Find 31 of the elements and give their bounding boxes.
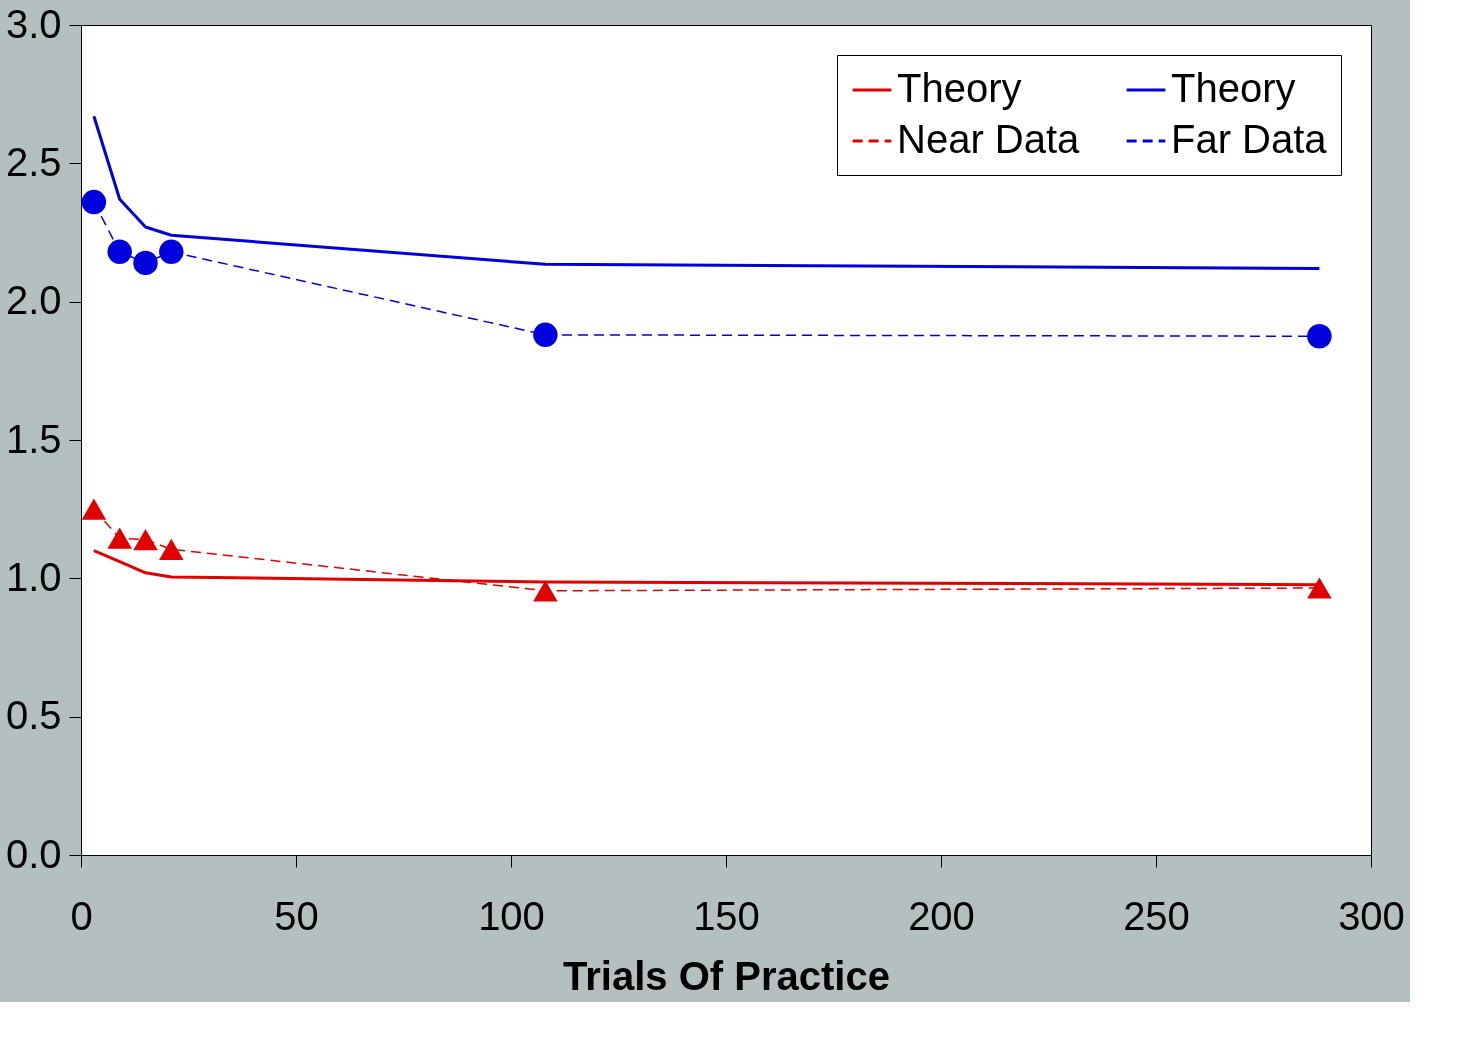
y-tick-label: 2.5 <box>5 139 62 184</box>
x-tick-label: 250 <box>1123 893 1190 938</box>
x-tick-label: 50 <box>274 893 319 938</box>
point <box>133 528 158 551</box>
point <box>533 322 558 348</box>
legend-label: Theory <box>897 66 1022 110</box>
legend-label: Near Data <box>897 117 1081 161</box>
point <box>81 189 107 215</box>
point <box>133 250 158 276</box>
y-tick-label: 0.5 <box>5 693 62 738</box>
x-tick-label: 0 <box>70 893 93 938</box>
point <box>1307 577 1332 599</box>
y-tick-label: 1.0 <box>5 554 62 599</box>
legend-label: Far Data <box>1171 117 1328 161</box>
y-tick-label: 0.0 <box>5 831 62 876</box>
point <box>159 239 184 265</box>
point <box>107 527 132 549</box>
point <box>107 239 132 265</box>
x-tick-label: 200 <box>908 893 975 938</box>
legend-label: Theory <box>1171 66 1296 110</box>
x-tick-label: 100 <box>478 893 545 938</box>
y-tick-label: 1.5 <box>5 416 62 461</box>
y-tick-label: 3.0 <box>5 1 62 46</box>
x-axis-title: Trials Of Practice <box>563 953 890 998</box>
point <box>1307 324 1332 349</box>
point <box>533 580 558 602</box>
point <box>81 498 107 520</box>
x-tick-label: 150 <box>693 893 760 938</box>
x-tick-label: 300 <box>1338 893 1405 938</box>
point <box>159 538 184 560</box>
y-tick-label: 2.0 <box>5 278 62 323</box>
